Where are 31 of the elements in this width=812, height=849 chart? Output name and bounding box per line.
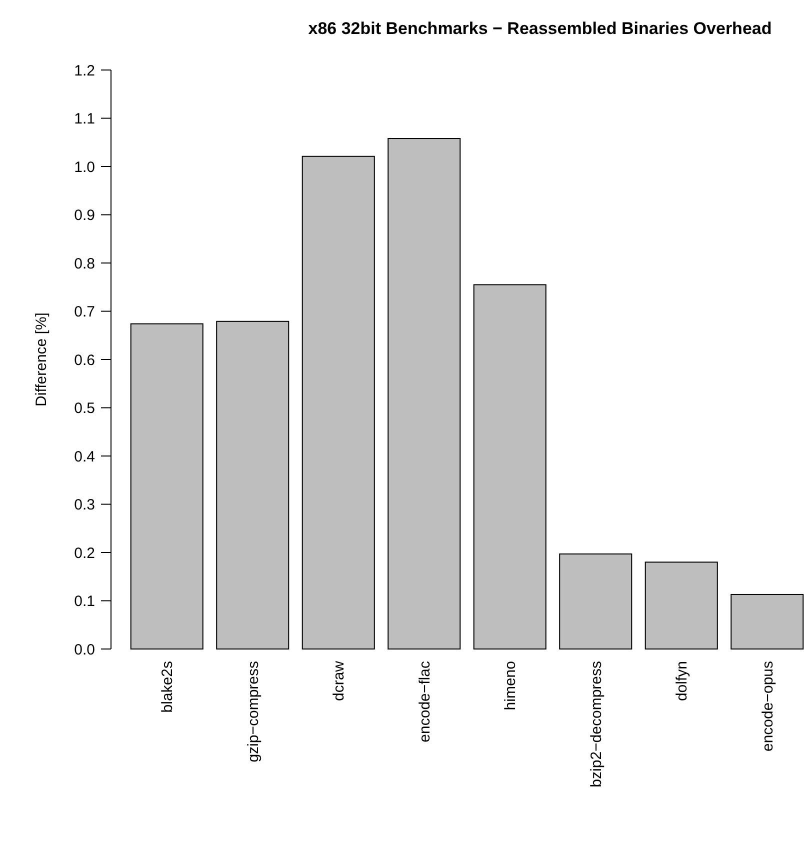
y-tick-label: 1.1 xyxy=(74,110,95,128)
bar xyxy=(130,323,204,650)
bar xyxy=(559,553,632,650)
y-tick-label: 0.8 xyxy=(74,255,95,272)
x-tick-label: encode−flac xyxy=(416,660,434,742)
x-tick-label: dolfyn xyxy=(674,661,691,702)
x-tick-label: himeno xyxy=(502,661,520,710)
y-tick-label: 0.2 xyxy=(74,544,95,562)
y-tick-label: 1.0 xyxy=(74,158,95,176)
bar xyxy=(388,138,461,650)
bar xyxy=(302,156,375,650)
y-axis-title: Difference [%] xyxy=(33,312,50,406)
bar xyxy=(730,594,804,650)
y-tick-label: 0.9 xyxy=(74,207,95,224)
y-tick-label: 1.2 xyxy=(74,62,95,80)
y-tick-label: 0.5 xyxy=(74,400,95,417)
x-tick-label: encode−opus xyxy=(759,661,776,752)
bar xyxy=(216,320,290,650)
y-tick-label: 0.1 xyxy=(74,593,95,610)
x-tick-label: dcraw xyxy=(330,660,348,702)
y-tick-label: 0.0 xyxy=(74,641,95,658)
x-tick-label: bzip2−decompress xyxy=(588,661,605,788)
y-tick-label: 0.7 xyxy=(74,304,95,320)
bar xyxy=(473,284,546,650)
y-tick-label: 0.3 xyxy=(74,496,95,514)
x-tick-label: blake2s xyxy=(159,661,176,713)
y-tick-label: 0.4 xyxy=(74,448,95,466)
bar xyxy=(644,562,718,650)
x-tick-label: gzip−compress xyxy=(244,661,262,762)
y-tick-label: 0.6 xyxy=(74,352,95,369)
chart-title: x86 32bit Benchmarks − Reassembled Binaries Overhead xyxy=(308,19,772,38)
